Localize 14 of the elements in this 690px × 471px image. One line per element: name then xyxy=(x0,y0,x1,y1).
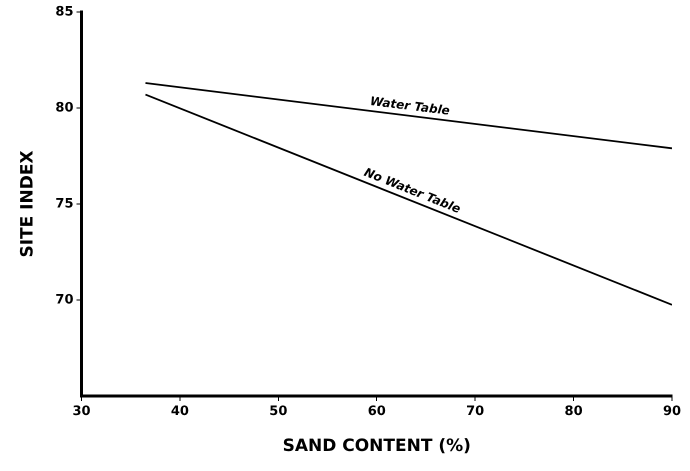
y-tick-label: 85 xyxy=(55,4,74,20)
y-tick-label: 70 xyxy=(55,292,74,308)
x-tick-label: 30 xyxy=(72,404,91,420)
x-axis-title: SAND CONTENT (%) xyxy=(282,436,471,456)
x-tick-label: 40 xyxy=(170,404,189,420)
y-tick-label: 75 xyxy=(55,196,74,212)
text: Water Table xyxy=(369,94,451,118)
x-tick-label: 90 xyxy=(662,404,682,420)
x-tick-label: 70 xyxy=(466,404,484,420)
y-axis-title: SITE INDEX xyxy=(18,150,38,258)
x-tick-label: 60 xyxy=(368,404,386,420)
y-tick-label: 80 xyxy=(55,100,74,116)
x-tick-label: 80 xyxy=(564,404,583,420)
x-tick-label: 50 xyxy=(269,404,288,420)
